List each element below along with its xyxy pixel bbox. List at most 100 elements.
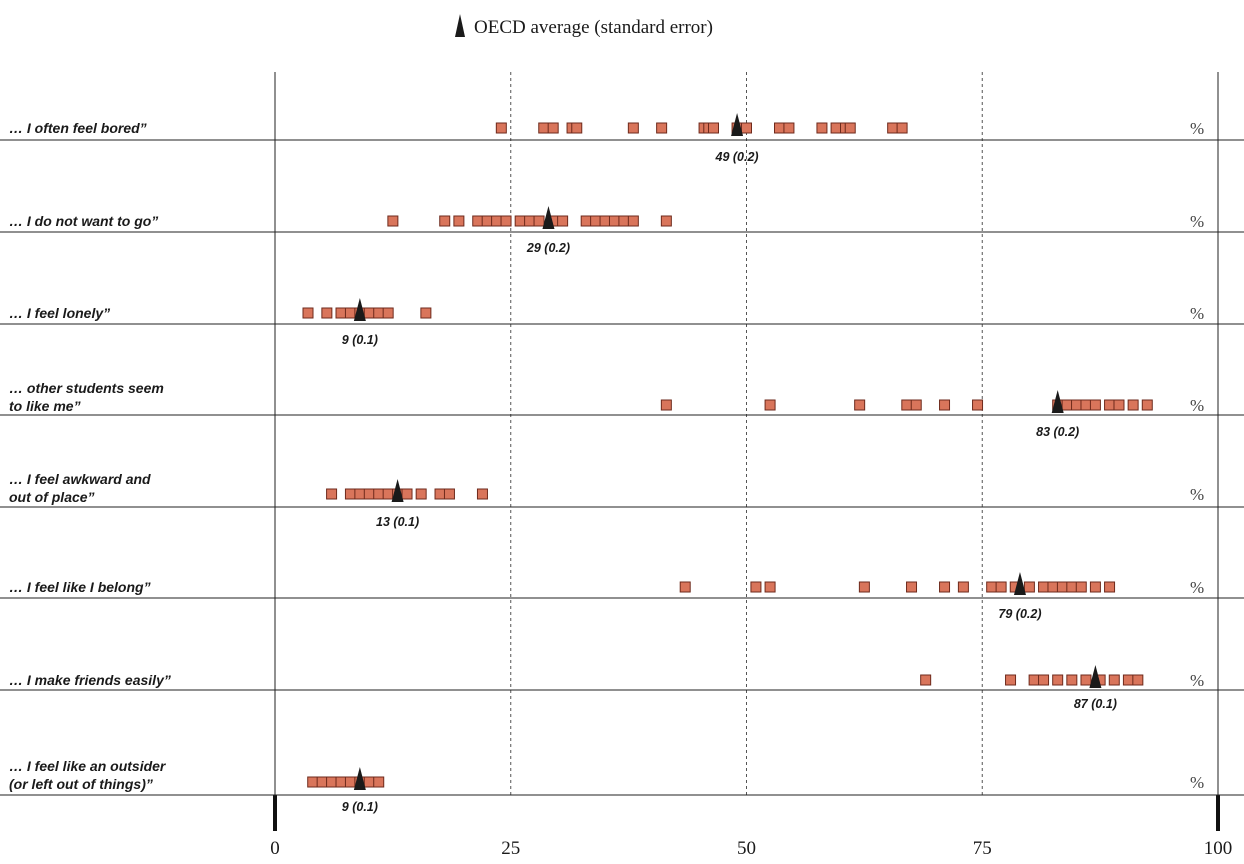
oecd-average-marker [1089,665,1102,688]
x-tick-label: 0 [270,838,280,859]
country-marker [495,122,507,134]
country-marker [939,399,951,411]
country-marker [995,581,1007,593]
oecd-average-marker [542,206,555,229]
country-marker [1066,581,1078,593]
row-label: … I feel lonely” [9,305,110,321]
unit-label: % [1190,671,1204,690]
country-marker [764,581,776,593]
country-marker [972,399,984,411]
country-marker [957,581,969,593]
country-marker [443,488,455,500]
country-marker [1113,399,1125,411]
country-marker [373,776,385,788]
country-marker [901,399,913,411]
country-marker [1038,581,1050,593]
oecd-average-label: 49 (0.2) [715,150,759,164]
country-marker [1005,674,1017,686]
country-marker [1023,581,1035,593]
country-marker [1089,399,1101,411]
country-marker [382,307,394,319]
country-marker [1052,674,1064,686]
country-marker [1141,399,1153,411]
country-marker [363,776,375,788]
country-marker [500,215,512,227]
oecd-average-label: 9 (0.1) [342,333,378,347]
country-marker [816,122,828,134]
legend-avg-marker-icon [455,14,465,37]
country-marker [344,488,356,500]
legend: OECD average (standard error) [455,14,713,38]
row-label: … I feel awkward and [9,471,151,487]
row-label: … I feel like an outsider [9,758,167,774]
oecd-average-marker [1013,572,1026,595]
unit-label: % [1190,212,1204,231]
axis-end-right [1216,795,1220,831]
country-marker [920,674,932,686]
oecd-average-label: 83 (0.2) [1036,425,1079,439]
country-marker [1071,399,1083,411]
unit-label: % [1190,578,1204,597]
country-marker [387,215,399,227]
country-marker [660,215,672,227]
legend-label: OECD average (standard error) [474,17,713,38]
country-marker [472,215,484,227]
country-marker [1080,674,1092,686]
country-marker [783,122,795,134]
row-label: … other students seem [9,380,164,396]
country-marker [326,776,338,788]
axis-end-left [273,795,277,831]
country-marker [1104,581,1116,593]
country-marker [363,488,375,500]
row-label: to like me” [9,398,81,414]
oecd-average-label: 13 (0.1) [376,515,419,529]
country-marker [453,215,465,227]
country-marker [774,122,786,134]
unit-label: % [1190,773,1204,792]
country-marker [1080,399,1092,411]
country-marker [382,488,394,500]
row-label: … I make friends easily” [9,672,171,688]
oecd-average-marker [1051,390,1064,413]
country-marker [1066,674,1078,686]
country-marker [580,215,592,227]
country-marker [679,581,691,593]
country-marker [326,488,338,500]
oecd-average-label: 29 (0.2) [526,241,570,255]
country-marker [316,776,328,788]
country-marker [910,399,922,411]
country-marker [481,215,493,227]
row-label: … I feel like I belong” [9,579,151,595]
country-marker [373,488,385,500]
country-marker [608,215,620,227]
country-marker [434,488,446,500]
country-marker [764,399,776,411]
country-marker [1122,674,1134,686]
country-marker [1028,674,1040,686]
country-marker [538,122,550,134]
country-marker [986,581,998,593]
country-marker [354,488,366,500]
country-marker [420,307,432,319]
country-marker [707,122,719,134]
country-marker [476,488,488,500]
country-marker [1104,399,1116,411]
x-tick-label: 25 [501,838,520,859]
country-marker [599,215,611,227]
country-marker [344,776,356,788]
country-marker [1056,581,1068,593]
x-tick-label: 75 [973,838,992,859]
country-marker [571,122,583,134]
oecd-average-marker [391,479,404,502]
country-marker [741,122,752,134]
country-marker [896,122,908,134]
country-marker [373,307,385,319]
country-marker [439,215,451,227]
country-marker [321,307,333,319]
unit-label: % [1190,119,1204,138]
country-marker [335,776,347,788]
country-marker [1108,674,1120,686]
country-marker [906,581,918,593]
country-marker [939,581,951,593]
country-marker [524,215,536,227]
